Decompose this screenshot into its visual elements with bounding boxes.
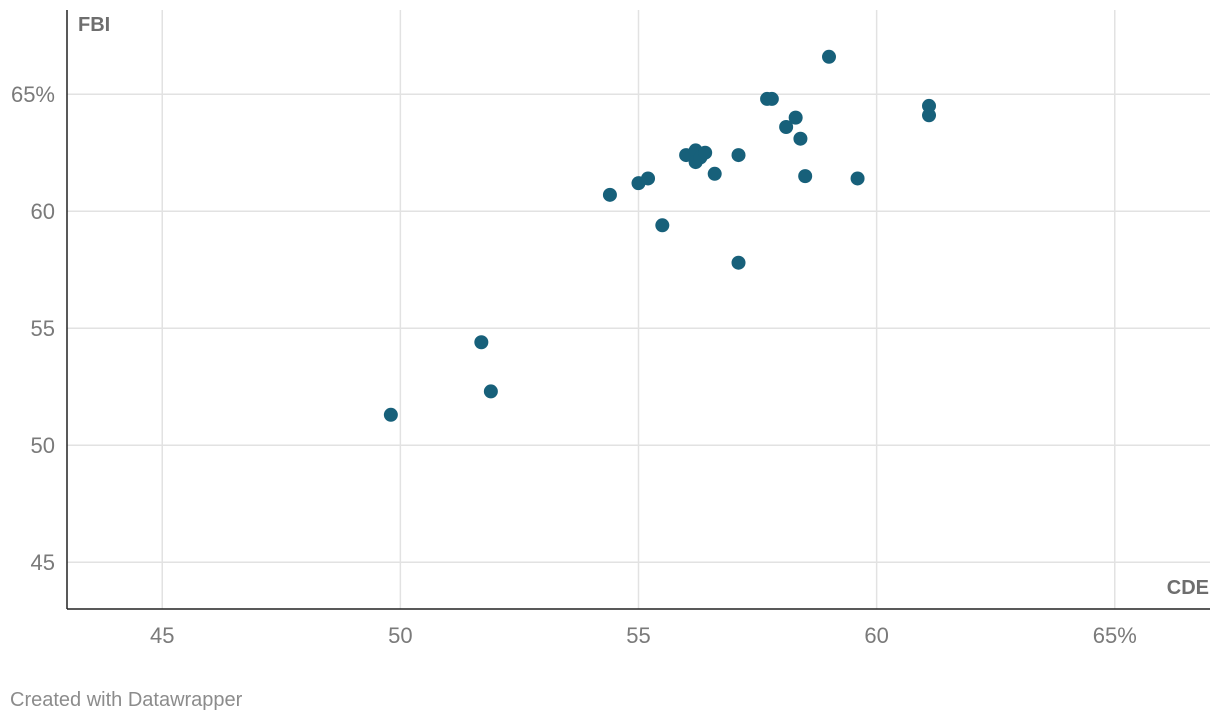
data-point (822, 49, 836, 64)
y-tick-label: 65% (11, 82, 55, 107)
data-point (483, 384, 498, 399)
data-point (779, 119, 794, 134)
data-point (641, 171, 656, 186)
x-axis-title: CDE (1167, 577, 1209, 599)
y-tick-label: 50 (31, 433, 55, 458)
data-point (698, 145, 713, 160)
data-point (383, 407, 398, 422)
x-tick-labels: 45 50 55 60 65% (150, 623, 1137, 648)
y-tick-label: 45 (31, 550, 55, 575)
scatter-chart: 45 50 55 60 65% 45 50 55 60 65% FBI CDE (11, 10, 1210, 648)
x-tick-label: 45 (150, 623, 174, 648)
x-tick-label: 50 (388, 623, 412, 648)
data-point (602, 187, 617, 202)
x-tick-label: 60 (864, 623, 888, 648)
x-grid-lines (161, 10, 1116, 609)
data-point (793, 131, 808, 146)
axes (66, 10, 1210, 610)
data-point (922, 108, 937, 123)
y-grid-lines (67, 93, 1210, 563)
data-point (850, 171, 865, 186)
data-points (383, 49, 937, 422)
y-tick-label: 55 (31, 316, 55, 341)
credit-text: Created with Datawrapper (10, 689, 243, 711)
x-tick-label: 65% (1093, 623, 1137, 648)
y-axis-title: FBI (78, 14, 110, 36)
data-point (798, 169, 813, 184)
x-tick-label: 55 (626, 623, 650, 648)
y-tick-labels: 45 50 55 60 65% (11, 82, 55, 575)
y-tick-label: 60 (31, 199, 55, 224)
data-point (764, 91, 779, 106)
data-point (707, 166, 722, 181)
data-point (788, 110, 803, 125)
data-point (655, 218, 670, 233)
data-point (731, 148, 746, 163)
data-point (474, 335, 489, 350)
data-point (731, 255, 746, 270)
